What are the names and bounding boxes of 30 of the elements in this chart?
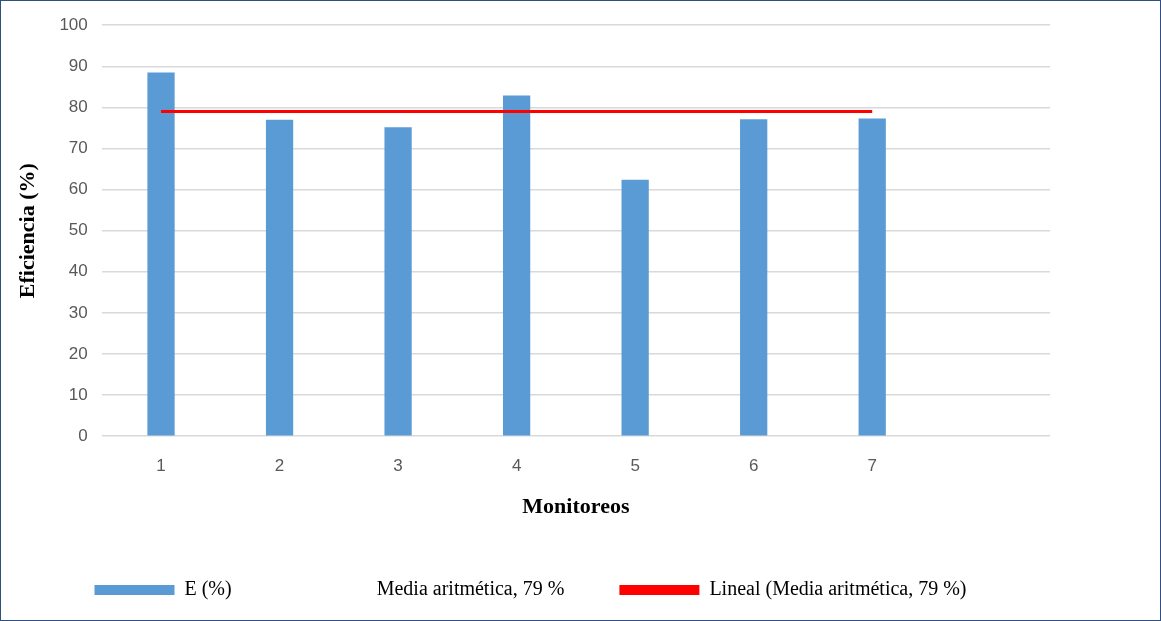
x-tick-label: 7: [867, 456, 877, 476]
y-tick-label: 80: [68, 97, 88, 117]
bar: [621, 179, 649, 436]
x-tick-label: 6: [748, 456, 759, 476]
y-tick-label: 50: [68, 220, 88, 240]
y-tick-label: 10: [68, 384, 88, 404]
text: Media aritmética, 79 %: [376, 577, 565, 600]
y-tick-label: 30: [68, 302, 88, 322]
bar: [858, 118, 886, 436]
y-tick-label: 70: [68, 138, 88, 158]
legend-label: Lineal (Media aritmética, 79 %): [709, 577, 967, 601]
bar: [384, 127, 412, 436]
y-tick-label: 100: [59, 14, 88, 34]
bar: [265, 119, 294, 436]
legend-label: E (%): [184, 577, 232, 601]
x-tick-label: 5: [630, 456, 640, 476]
y-tick-label: 90: [68, 55, 88, 75]
y-axis-title: Eficiencia (%): [13, 163, 39, 299]
x-axis-title: Monitoreos: [522, 493, 630, 519]
y-tick-label: 20: [68, 343, 88, 363]
y-tick-label: 40: [68, 261, 88, 281]
bar: [147, 72, 175, 436]
x-tick-label: 2: [274, 456, 285, 476]
y-tick-label: 0: [78, 425, 88, 445]
x-tick-label: 3: [393, 456, 403, 476]
bar: [740, 119, 768, 436]
x-tick-label: 4: [511, 456, 522, 476]
y-tick-label: 60: [68, 179, 88, 199]
bar: [502, 95, 531, 436]
x-tick-label: 1: [156, 456, 166, 476]
